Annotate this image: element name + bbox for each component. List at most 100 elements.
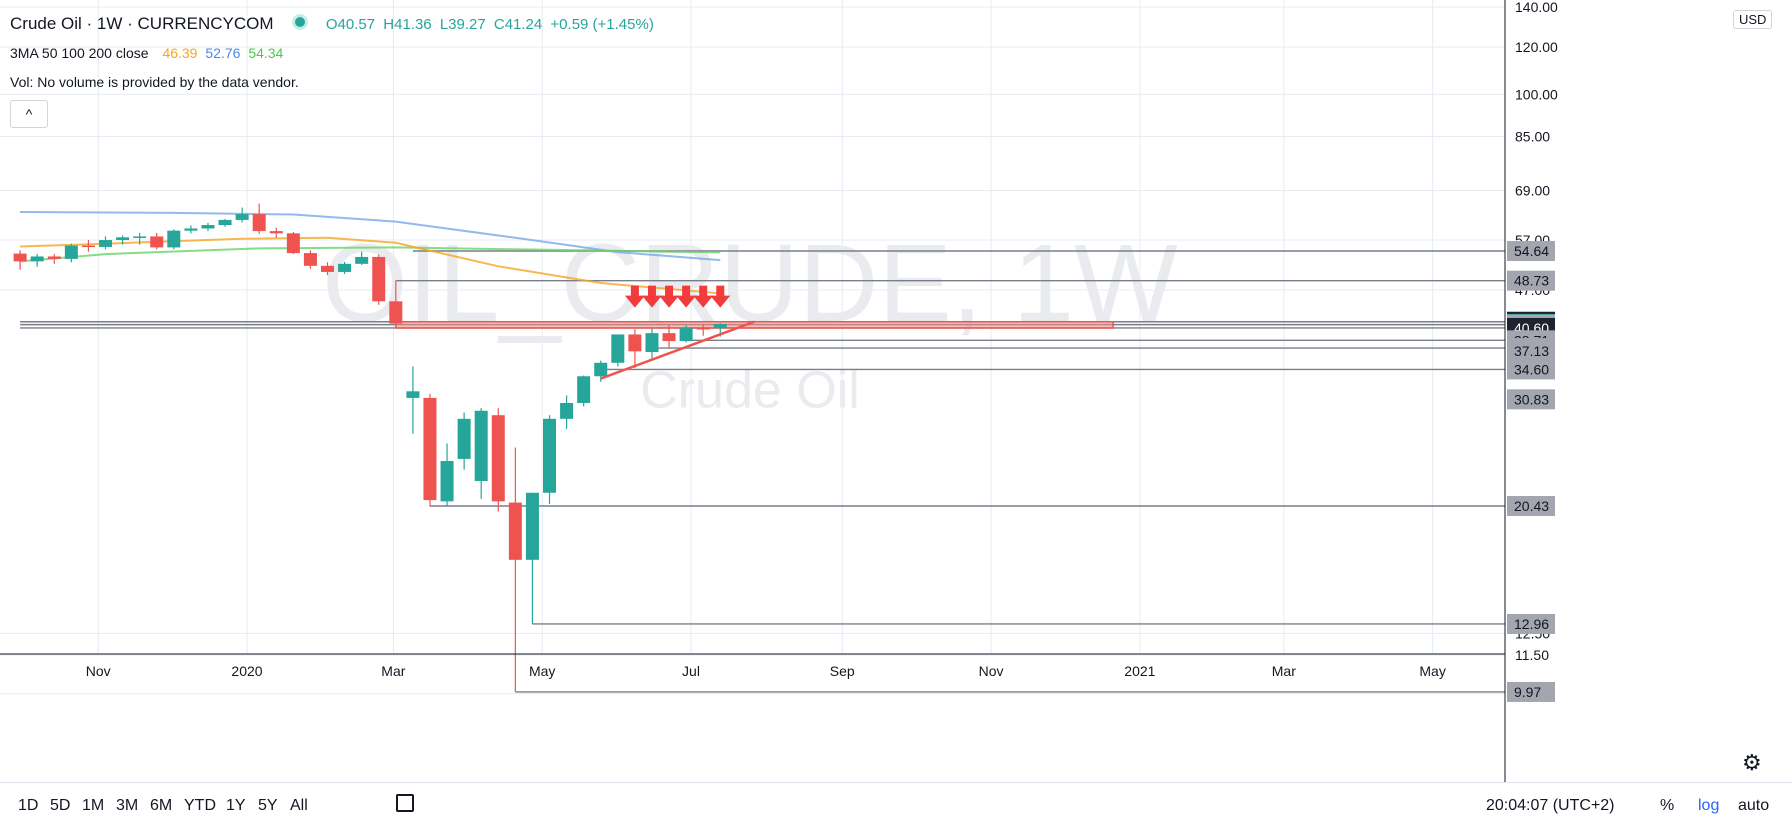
timeframe-1y[interactable]: 1Y — [226, 797, 246, 814]
timeframe-6m[interactable]: 6M — [150, 797, 173, 814]
candle — [218, 219, 232, 227]
timeframe-5d[interactable]: 5D — [50, 797, 71, 814]
price-tick-label: 69.00 — [1515, 183, 1550, 199]
price-badge-text: 30.83 — [1514, 391, 1549, 407]
candle — [355, 251, 369, 265]
price-badge-text: 48.73 — [1514, 273, 1549, 289]
candle — [662, 325, 676, 349]
price-tick-label: 85.00 — [1515, 128, 1550, 144]
candle-body — [133, 236, 147, 238]
ohlc-low: L39.27 — [439, 16, 486, 33]
candle-body — [594, 362, 608, 377]
time-tick-label: Nov — [979, 663, 1004, 679]
calendar-goto-icon[interactable] — [396, 794, 414, 812]
candle-body — [406, 391, 420, 398]
live-dot-icon — [291, 14, 308, 30]
price-label-badge: 37.13 — [1507, 341, 1555, 362]
clock-readout[interactable]: 20:04:07 (UTC+2) — [1486, 797, 1615, 814]
time-tick-label: Sep — [830, 663, 855, 679]
candle — [201, 222, 215, 232]
candle — [235, 207, 249, 223]
candle — [543, 415, 557, 504]
candle — [474, 408, 488, 499]
timeframe-ytd[interactable]: YTD — [184, 797, 216, 814]
candle-body — [99, 240, 113, 247]
candle-body — [628, 334, 642, 352]
candle — [321, 262, 335, 276]
price-label-badge: 34.60 — [1507, 359, 1555, 380]
timeframe-1d[interactable]: 1D — [18, 797, 39, 814]
candle-body — [491, 415, 505, 502]
price-badge-text: 37.13 — [1514, 343, 1549, 359]
candle-body — [474, 410, 488, 481]
candle-body — [201, 225, 215, 229]
candle — [99, 236, 113, 250]
rising-trendline — [600, 320, 755, 380]
candle-body — [269, 231, 283, 234]
price-badge-bg — [1507, 613, 1555, 634]
timeframe-3m[interactable]: 3M — [116, 797, 139, 814]
candle-body — [662, 333, 676, 342]
candle — [696, 324, 710, 336]
candle — [440, 443, 454, 506]
ma-indicator-label[interactable]: 3MA 50 100 200 close — [10, 45, 149, 61]
candle — [611, 334, 625, 367]
timeframe-1m[interactable]: 1M — [82, 797, 105, 814]
price-badge-text: 9.97 — [1514, 684, 1541, 700]
down-arrow-icon — [710, 285, 731, 308]
currency-label[interactable]: USD — [1733, 10, 1773, 29]
percent-toggle[interactable]: % — [1660, 797, 1675, 814]
candle — [184, 225, 198, 234]
candle-body — [321, 265, 335, 272]
timeframe-5y[interactable]: 5Y — [258, 797, 278, 814]
candle — [303, 250, 317, 269]
chart-legend: Crude Oil · 1W · CURRENCYCOM O40.57 H41.… — [10, 12, 658, 99]
price-badge-bg — [1507, 241, 1555, 261]
ma200-value: 54.34 — [248, 45, 284, 61]
candle-body — [577, 376, 591, 403]
settings-gear-icon[interactable]: ⚙ — [1742, 750, 1762, 775]
price-label-badge: 9.97 — [1507, 681, 1555, 702]
price-label-badge: 48.73 — [1507, 270, 1555, 291]
candle — [577, 375, 591, 407]
candle-body — [423, 397, 437, 501]
candle — [64, 243, 78, 263]
down-arrow-icon — [641, 285, 662, 308]
candle-body — [440, 461, 454, 502]
candle-body — [560, 402, 574, 419]
candle-body — [611, 334, 625, 363]
collapse-legend-button[interactable]: ^ — [10, 100, 48, 128]
price-badge-text: 20.43 — [1514, 498, 1549, 514]
timeframe-all[interactable]: All — [290, 797, 308, 814]
candle-body — [679, 327, 693, 342]
candle-body — [218, 219, 232, 226]
candle-body — [235, 214, 249, 220]
ohlc-close: C41.24 — [493, 16, 543, 33]
candle-body — [355, 256, 369, 264]
price-badge-text: 34.60 — [1514, 361, 1549, 377]
candle — [525, 492, 539, 624]
candle — [47, 254, 61, 264]
candle-body — [508, 502, 522, 560]
candle — [286, 231, 300, 255]
price-badge-bg — [1507, 681, 1555, 702]
log-toggle[interactable]: log — [1698, 797, 1720, 814]
auto-toggle[interactable]: auto — [1738, 797, 1770, 814]
candle-body — [252, 214, 266, 232]
candle — [457, 412, 471, 470]
symbol-title[interactable]: Crude Oil · 1W · CURRENCYCOM — [10, 14, 274, 33]
price-tick-label: 11.50 — [1515, 647, 1549, 663]
candle — [491, 408, 505, 512]
price-label-badge: 30.83 — [1507, 389, 1555, 410]
candle-body — [81, 245, 95, 248]
volume-note: Vol: No volume is provided by the data v… — [10, 74, 299, 90]
time-tick-label: Mar — [381, 663, 405, 679]
price-badge-bg — [1507, 270, 1555, 291]
down-arrow-icon — [693, 285, 714, 308]
down-arrow-icon — [659, 285, 680, 308]
time-tick-label: May — [1419, 663, 1445, 679]
time-tick-label: Jul — [682, 663, 700, 679]
price-tick-label: 140.00 — [1515, 0, 1558, 15]
price-badge-text: 54.64 — [1514, 243, 1549, 259]
